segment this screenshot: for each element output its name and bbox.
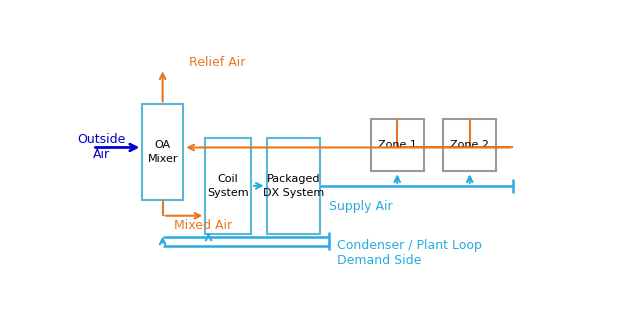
Bar	[205, 138, 251, 234]
Text: Outside
Air: Outside Air	[77, 133, 125, 161]
Text: Packaged
DX System: Packaged DX System	[263, 174, 324, 198]
Bar	[371, 119, 424, 171]
Text: OA
Mixer: OA Mixer	[147, 140, 178, 164]
Text: Condenser / Plant Loop
Demand Side: Condenser / Plant Loop Demand Side	[337, 239, 482, 267]
Bar	[443, 119, 496, 171]
Bar	[266, 138, 320, 234]
Text: Supply Air: Supply Air	[329, 200, 393, 213]
Text: Zone 2: Zone 2	[451, 140, 489, 150]
Text: Zone 1: Zone 1	[378, 140, 417, 150]
Bar	[142, 104, 183, 200]
Text: Coil
System: Coil System	[207, 174, 249, 198]
Text: Mixed Air: Mixed Air	[173, 219, 232, 232]
Text: Relief Air: Relief Air	[189, 56, 246, 69]
